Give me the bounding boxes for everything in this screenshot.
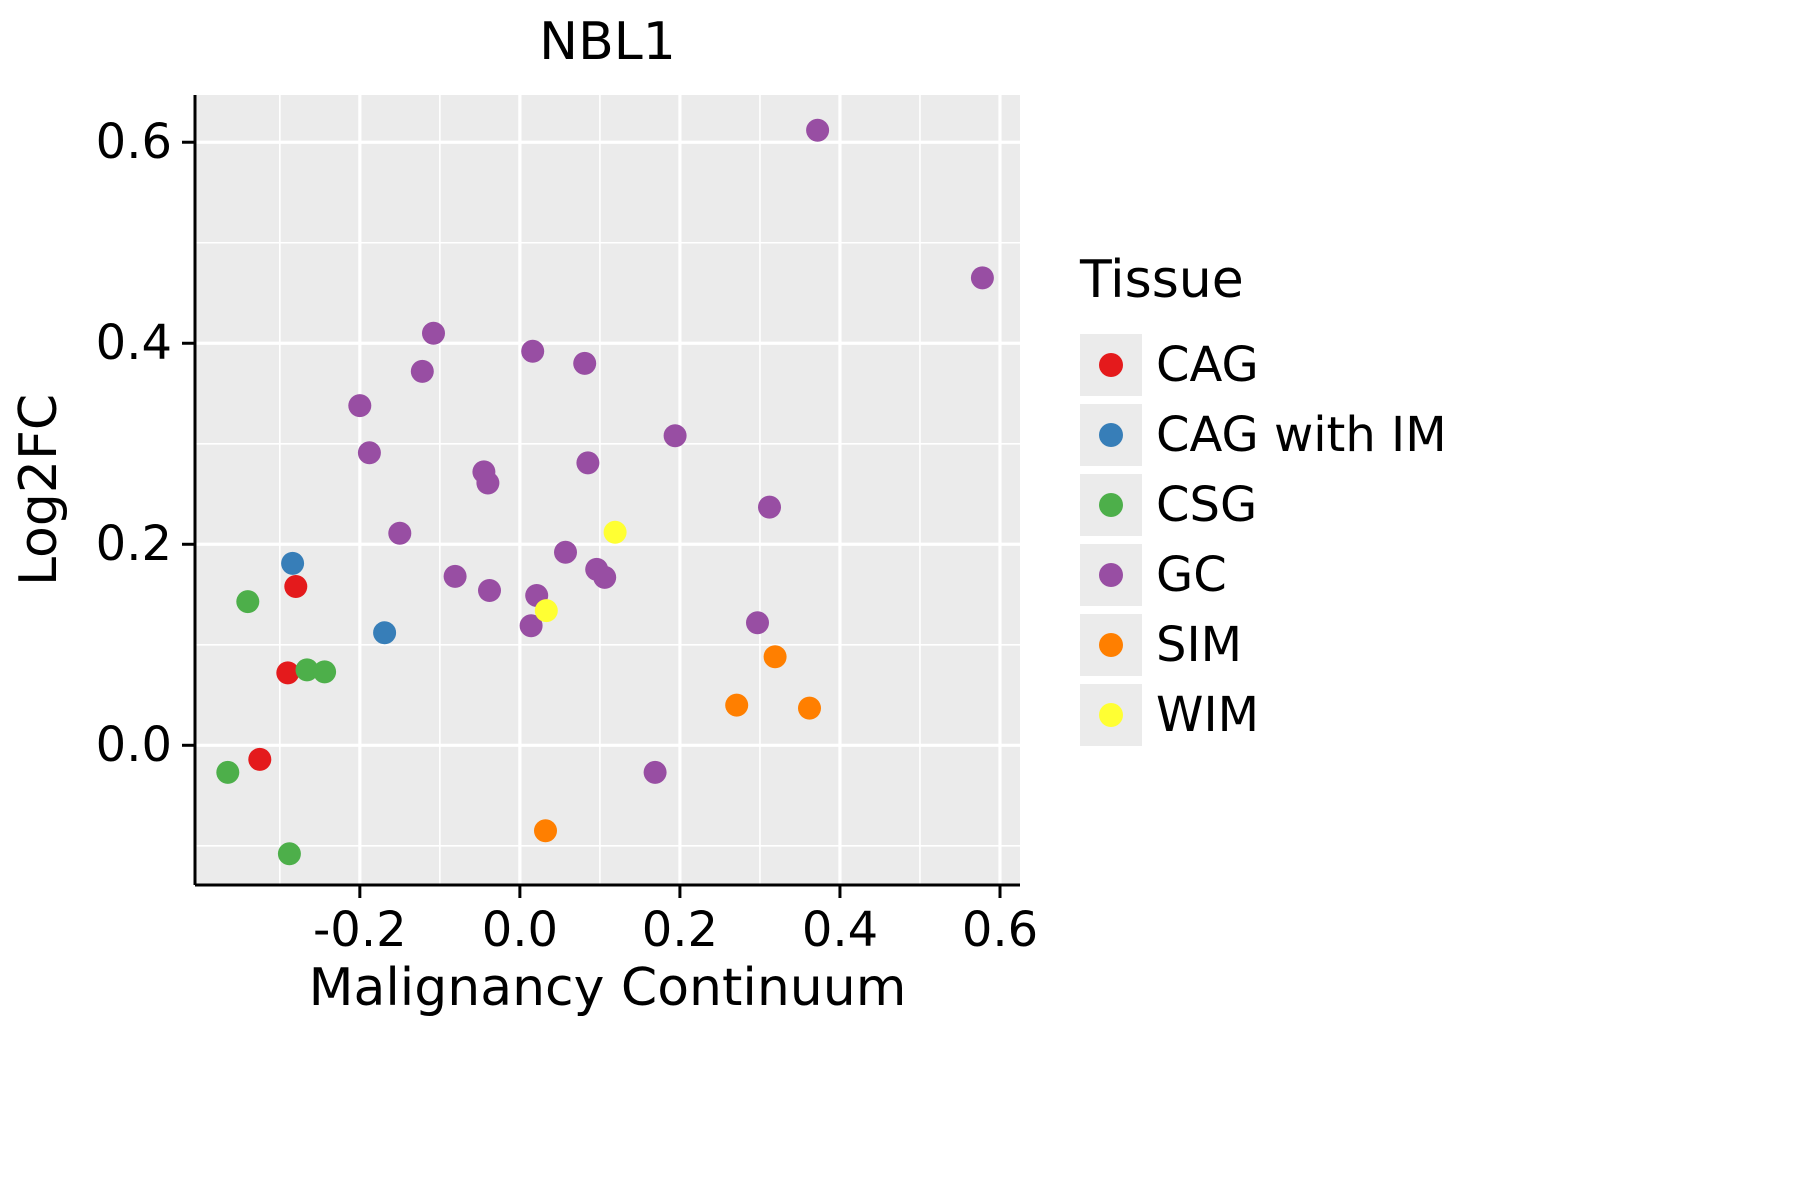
data-point-wim: [603, 520, 627, 544]
data-point-gc: [554, 540, 577, 564]
data-point-gc: [593, 565, 617, 589]
data-point-cag: [248, 747, 272, 771]
legend-key-cag: [1080, 334, 1142, 396]
data-point-gc: [521, 339, 545, 363]
x-tick-label: 0.2: [641, 902, 719, 958]
legend-dot-icon: [1099, 423, 1123, 447]
x-axis-label: Malignancy Continuum: [308, 958, 907, 1018]
data-point-gc: [643, 760, 667, 784]
series-wim: [534, 520, 627, 623]
data-point-wim: [534, 599, 558, 623]
data-point-csg: [313, 660, 337, 684]
plot-panel: [182, 95, 1020, 898]
data-point-cag-with-im: [281, 551, 305, 575]
legend-title: Tissue: [1080, 250, 1244, 310]
data-point-sim: [763, 645, 787, 669]
legend-key-sim: [1080, 614, 1142, 676]
x-tick-label: 0.0: [481, 902, 559, 958]
legend-dot-icon: [1099, 633, 1123, 657]
data-point-gc: [663, 424, 687, 448]
data-point-sim: [798, 696, 821, 720]
y-tick-label: 0.6: [95, 114, 172, 171]
data-point-gc: [443, 564, 467, 588]
data-point-gc: [519, 614, 543, 638]
data-point-gc: [348, 394, 372, 418]
legend-dot-icon: [1099, 563, 1123, 587]
legend-item-cag: CAG: [1080, 330, 1447, 400]
x-tick-label: 0.4: [801, 902, 879, 958]
y-tick-label: 0.0: [95, 717, 172, 774]
data-point-gc: [478, 579, 501, 602]
legend-key-csg: [1080, 474, 1142, 536]
legend-item-cag-with-im: CAG with IM: [1080, 400, 1447, 470]
data-point-csg: [216, 760, 240, 784]
legend-item-sim: SIM: [1080, 610, 1447, 680]
x-axis-ticks: -0.2 0.0 0.2 0.4 0.6: [195, 902, 1038, 962]
data-point-gc: [970, 266, 994, 290]
data-point-gc: [806, 118, 830, 142]
legend-dot-icon: [1099, 703, 1123, 727]
legend-label: CSG: [1156, 477, 1258, 533]
series-cag: [248, 575, 308, 771]
series-gc: [348, 118, 994, 784]
series-sim: [534, 645, 821, 843]
legend-key-cag-with-im: [1080, 404, 1142, 466]
data-point-sim: [725, 693, 749, 717]
data-point-gc: [758, 495, 781, 519]
scatter-plot: [182, 95, 1020, 898]
legend-item-wim: WIM: [1080, 680, 1447, 750]
data-point-csg: [277, 842, 301, 866]
data-point-gc: [573, 351, 597, 375]
legend-label: CAG with IM: [1156, 407, 1447, 463]
data-point-csg: [236, 590, 260, 614]
series-csg: [216, 590, 337, 866]
legend-label: SIM: [1156, 617, 1243, 673]
series-cag-with-im: [281, 551, 397, 645]
legend-label: CAG: [1156, 337, 1259, 393]
legend-dot-icon: [1099, 353, 1123, 377]
legend-label: GC: [1156, 547, 1227, 603]
data-point-gc: [476, 471, 500, 495]
data-point-gc: [357, 441, 381, 465]
data-point-csg: [295, 658, 319, 682]
x-tick-label: -0.2: [312, 902, 407, 958]
data-point-sim: [534, 819, 557, 843]
data-point-gc: [410, 359, 434, 383]
data-point-cag: [276, 661, 300, 685]
legend-key-wim: [1080, 684, 1142, 746]
data-point-cag: [284, 575, 308, 598]
data-point-gc: [576, 451, 600, 475]
data-point-cag-with-im: [373, 621, 397, 645]
legend: Tissue CAG CAG with IM CSG GC SIM WIM: [1080, 250, 1447, 750]
legend-item-csg: CSG: [1080, 470, 1447, 540]
y-axis-ticks: 0.0 0.2 0.4 0.6: [0, 95, 176, 885]
legend-dot-icon: [1099, 493, 1123, 517]
data-point-gc: [422, 321, 445, 345]
chart-title: NBL1: [539, 12, 676, 72]
legend-key-gc: [1080, 544, 1142, 606]
y-tick-label: 0.4: [95, 315, 172, 372]
legend-item-gc: GC: [1080, 540, 1447, 610]
legend-items: CAG CAG with IM CSG GC SIM WIM: [1080, 330, 1447, 750]
x-tick-label: 0.6: [961, 902, 1039, 958]
y-tick-label: 0.2: [95, 516, 172, 573]
data-point-gc: [746, 611, 769, 635]
legend-label: WIM: [1156, 687, 1260, 743]
data-point-gc: [388, 521, 412, 545]
